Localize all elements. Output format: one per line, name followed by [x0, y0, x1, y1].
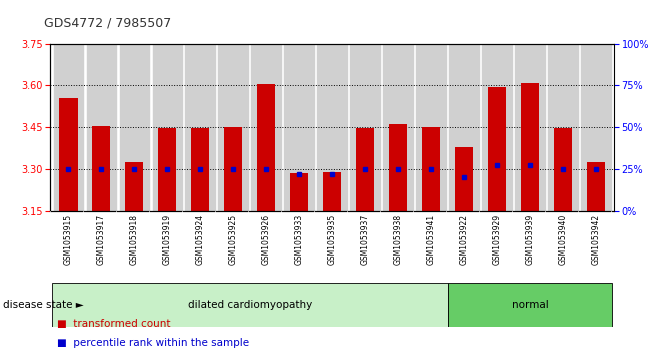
Bar — [224, 127, 242, 211]
Bar — [416, 44, 446, 211]
Bar — [54, 44, 83, 211]
Text: GSM1053919: GSM1053919 — [163, 214, 172, 265]
Bar — [356, 128, 374, 211]
Bar — [448, 283, 613, 327]
Bar — [482, 44, 512, 211]
Bar — [455, 147, 473, 211]
Bar — [191, 128, 209, 211]
Bar — [125, 162, 144, 211]
Text: normal: normal — [511, 300, 548, 310]
Bar — [350, 44, 380, 211]
Bar — [257, 84, 275, 211]
Bar — [554, 128, 572, 211]
Bar — [586, 162, 605, 211]
Bar — [389, 124, 407, 211]
Text: GSM1053939: GSM1053939 — [525, 214, 534, 265]
Bar — [185, 44, 215, 211]
Text: disease state ►: disease state ► — [3, 300, 84, 310]
Bar — [93, 126, 111, 211]
Bar — [290, 173, 308, 211]
Bar — [52, 283, 448, 327]
Text: GSM1053915: GSM1053915 — [64, 214, 73, 265]
Text: GSM1053918: GSM1053918 — [130, 214, 139, 265]
Bar — [60, 98, 78, 211]
Bar — [152, 44, 182, 211]
Text: GSM1053941: GSM1053941 — [427, 214, 435, 265]
Bar — [87, 44, 116, 211]
Bar — [449, 44, 479, 211]
Text: GSM1053937: GSM1053937 — [360, 214, 370, 265]
Text: GSM1053925: GSM1053925 — [229, 214, 238, 265]
Bar — [252, 44, 281, 211]
Bar — [422, 127, 440, 211]
Bar — [119, 44, 149, 211]
Text: ■  percentile rank within the sample: ■ percentile rank within the sample — [57, 338, 249, 348]
Text: dilated cardiomyopathy: dilated cardiomyopathy — [188, 300, 312, 310]
Text: GSM1053924: GSM1053924 — [196, 214, 205, 265]
Text: GSM1053922: GSM1053922 — [460, 214, 468, 265]
Text: GSM1053940: GSM1053940 — [558, 214, 568, 265]
Text: GSM1053917: GSM1053917 — [97, 214, 106, 265]
Bar — [521, 83, 539, 211]
Text: GSM1053935: GSM1053935 — [327, 214, 337, 265]
Text: ■  transformed count: ■ transformed count — [57, 318, 170, 329]
Bar — [581, 44, 611, 211]
Text: GSM1053926: GSM1053926 — [262, 214, 270, 265]
Text: GSM1053929: GSM1053929 — [493, 214, 501, 265]
Text: GSM1053938: GSM1053938 — [394, 214, 403, 265]
Text: GSM1053933: GSM1053933 — [295, 214, 304, 265]
Text: GDS4772 / 7985507: GDS4772 / 7985507 — [44, 16, 171, 29]
Bar — [219, 44, 248, 211]
Bar — [158, 129, 176, 211]
Bar — [383, 44, 413, 211]
Bar — [317, 44, 347, 211]
Bar — [488, 87, 506, 211]
Bar — [323, 172, 342, 211]
Bar — [285, 44, 314, 211]
Text: GSM1053942: GSM1053942 — [591, 214, 601, 265]
Bar — [515, 44, 545, 211]
Bar — [548, 44, 578, 211]
